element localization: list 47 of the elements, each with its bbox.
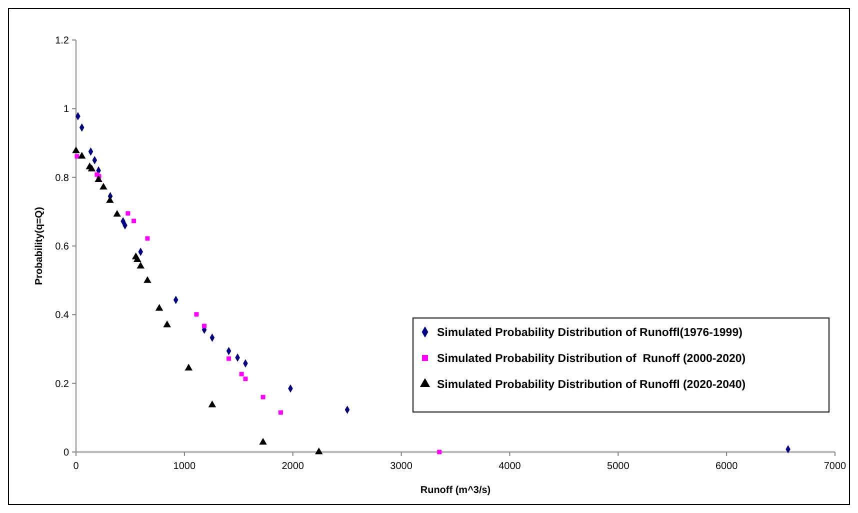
x-tick-label: 3000	[390, 461, 413, 472]
point	[278, 410, 283, 415]
x-tick-label: 4000	[498, 461, 522, 472]
point	[94, 175, 102, 182]
point	[144, 276, 152, 283]
point	[132, 218, 136, 224]
point	[259, 438, 267, 445]
y-tick-label: 0.6	[55, 242, 70, 252]
x-tick-label: 1000	[173, 461, 196, 472]
point	[202, 324, 207, 328]
y-tick-label: 1	[63, 104, 70, 116]
point	[260, 394, 266, 400]
point	[208, 400, 216, 408]
point	[106, 196, 114, 203]
x-tick-label: 7000	[824, 461, 847, 472]
y-tick-label: 1.2	[55, 36, 70, 46]
point	[315, 448, 323, 454]
x-tick-label: 5000	[607, 461, 630, 472]
legend-label: Simulated Probability Distribution of Runoff (2000-2020)	[437, 353, 746, 366]
point	[239, 372, 244, 376]
legend-label: Simulated Probability Distribution of Runoffl(1976-1999)	[437, 327, 743, 340]
point	[74, 154, 80, 159]
point	[100, 182, 108, 190]
y-tick-label: 0.4	[55, 310, 70, 322]
point	[136, 262, 144, 268]
point	[226, 356, 232, 361]
y-tick-label: 0.8	[55, 172, 70, 184]
point	[133, 255, 142, 262]
point	[72, 146, 80, 154]
point	[78, 152, 86, 159]
x-tick-label: 2000	[282, 461, 304, 472]
point	[184, 364, 193, 370]
point	[113, 210, 121, 217]
point	[145, 236, 150, 241]
legend-label: Simulated Probability Distribution of Runoffl (2020-2040)	[437, 379, 746, 392]
point	[194, 312, 199, 317]
x-tick-label: 0	[73, 461, 80, 472]
x-tick-label: 6000	[715, 461, 738, 472]
point	[155, 304, 164, 311]
point	[163, 320, 171, 328]
y-tick-label: 0.2	[55, 378, 70, 390]
point	[437, 450, 442, 454]
x-axis-title: Runoff (m^3/s)	[420, 485, 491, 496]
y-axis-title: Probability(q=Q)	[34, 206, 45, 286]
y-tick-label: 0	[63, 448, 70, 458]
point	[126, 211, 130, 216]
point	[243, 376, 248, 382]
